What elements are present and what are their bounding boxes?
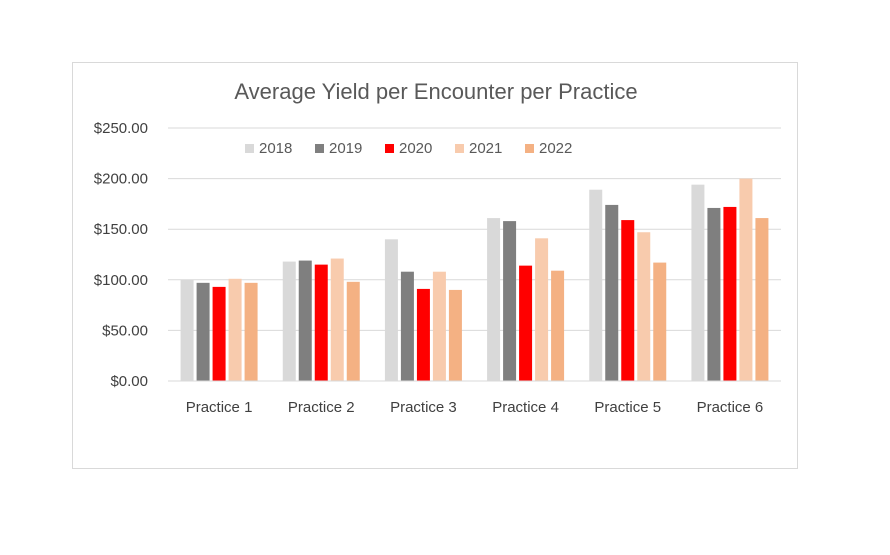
bar-2022-practice-6: [755, 218, 769, 381]
y-tick-label: $50.00: [102, 322, 148, 339]
y-tick-label: $100.00: [94, 272, 148, 289]
x-tick-label: Practice 1: [186, 399, 253, 416]
bar-2022-practice-1: [244, 282, 258, 381]
bar-2021-practice-5: [637, 232, 651, 381]
chart-frame: Average Yield per Encounter per Practice…: [72, 62, 798, 469]
bar-2019-practice-4: [503, 221, 517, 381]
bar-2020-practice-3: [416, 288, 430, 381]
bar-2018-practice-5: [589, 189, 603, 381]
y-tick-label: $150.00: [94, 221, 148, 238]
bar-2021-practice-2: [330, 258, 344, 381]
legend-swatch-2022: [525, 144, 534, 153]
y-tick-label: $200.00: [94, 171, 148, 188]
bar-2022-practice-5: [653, 262, 667, 381]
chart-title: Average Yield per Encounter per Practice: [234, 79, 637, 104]
legend-label-2022: 2022: [539, 140, 572, 157]
bar-2021-practice-1: [228, 278, 242, 381]
y-tick-label: $0.00: [110, 373, 148, 390]
bar-2020-practice-6: [723, 206, 737, 381]
x-tick-label: Practice 2: [288, 399, 355, 416]
legend-swatch-2020: [385, 144, 394, 153]
bar-2019-practice-5: [605, 204, 619, 381]
y-tick-label: $250.00: [94, 120, 148, 137]
bar-2019-practice-6: [707, 207, 721, 381]
bars: [180, 178, 769, 381]
bar-2018-practice-6: [691, 184, 705, 381]
legend: 2018 2019 2020 2021 2022: [245, 140, 572, 157]
legend-swatch-2019: [315, 144, 324, 153]
bar-2019-practice-3: [400, 271, 414, 381]
legend-swatch-2021: [455, 144, 464, 153]
legend-label-2020: 2020: [399, 140, 432, 157]
x-tick-label: Practice 6: [697, 399, 764, 416]
legend-label-2021: 2021: [469, 140, 502, 157]
bar-2019-practice-1: [196, 282, 210, 381]
bar-2022-practice-3: [448, 289, 462, 381]
gridlines: [168, 127, 781, 331]
x-tick-label: Practice 3: [390, 399, 457, 416]
bar-2021-practice-4: [535, 238, 549, 381]
bar-2022-practice-2: [346, 281, 360, 381]
bar-2021-practice-6: [739, 178, 753, 381]
bar-2018-practice-4: [487, 218, 501, 381]
x-axis-ticks: Practice 1 Practice 2 Practice 3 Practice 4…: [186, 399, 764, 416]
bar-2018-practice-1: [180, 279, 194, 381]
bar-2020-practice-5: [621, 220, 635, 381]
bar-2020-practice-1: [212, 286, 226, 381]
legend-swatch-2018: [245, 144, 254, 153]
legend-label-2018: 2018: [259, 140, 292, 157]
bar-2018-practice-2: [282, 261, 296, 381]
y-axis-ticks: $0.00 $50.00 $100.00 $150.00 $200.00 $250.00: [94, 120, 148, 390]
bar-2019-practice-2: [298, 260, 312, 381]
legend-label-2019: 2019: [329, 140, 362, 157]
x-tick-label: Practice 5: [594, 399, 661, 416]
bar-2020-practice-4: [519, 265, 533, 381]
x-tick-label: Practice 4: [492, 399, 559, 416]
bar-chart: Average Yield per Encounter per Practice…: [94, 79, 781, 416]
bar-2018-practice-3: [384, 239, 398, 381]
bar-2022-practice-4: [551, 270, 565, 381]
bar-2021-practice-3: [432, 271, 446, 381]
bar-2020-practice-2: [314, 264, 328, 381]
